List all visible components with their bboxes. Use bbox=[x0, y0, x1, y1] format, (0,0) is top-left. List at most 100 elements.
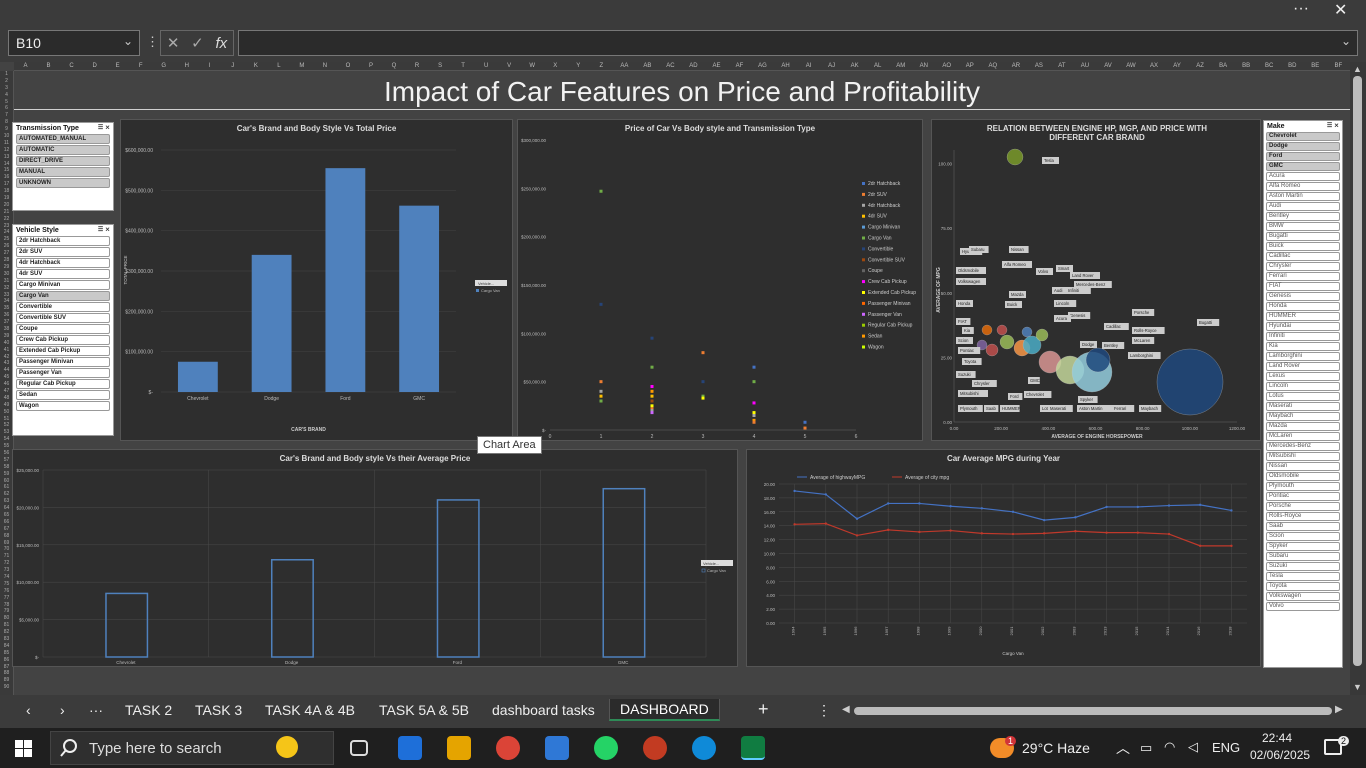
chart-bubble[interactable]: RELATION BETWEEN ENGINE HP, MGP, AND PRI… bbox=[931, 119, 1261, 441]
column-header[interactable]: BE bbox=[1311, 63, 1320, 69]
chrome-profile-icon[interactable] bbox=[643, 736, 667, 760]
row-header[interactable]: 71 bbox=[3, 553, 10, 560]
column-header[interactable]: AZ bbox=[1196, 63, 1204, 69]
slicer-item[interactable]: Subaru bbox=[1266, 552, 1340, 561]
column-header[interactable]: V bbox=[507, 63, 512, 69]
slicer-item[interactable]: Chrysler bbox=[1266, 262, 1340, 271]
row-header[interactable]: 82 bbox=[3, 629, 10, 636]
row-header[interactable]: 81 bbox=[3, 622, 10, 629]
row-header[interactable]: 51 bbox=[3, 415, 10, 422]
column-header[interactable]: G bbox=[161, 63, 167, 69]
row-header[interactable]: 76 bbox=[3, 587, 10, 594]
column-header[interactable]: F bbox=[138, 63, 143, 69]
insert-function-icon[interactable]: fx bbox=[215, 34, 228, 52]
row-header[interactable]: 20 bbox=[3, 201, 10, 208]
slicer-vehicle-style[interactable]: Vehicle Style ☰ ⨯ 2dr Hatchback 2dr SUV 4dr… bbox=[12, 224, 114, 436]
row-header[interactable]: 47 bbox=[3, 387, 10, 394]
slicer-item[interactable]: Dodge bbox=[1266, 142, 1340, 151]
store-icon[interactable] bbox=[398, 736, 422, 760]
slicer-item[interactable]: Coupe bbox=[16, 324, 110, 334]
column-header[interactable]: AG bbox=[758, 63, 767, 69]
row-header[interactable]: 74 bbox=[3, 574, 10, 581]
weather-text[interactable]: 29°C Haze bbox=[1022, 740, 1090, 756]
column-header[interactable]: AF bbox=[735, 63, 744, 69]
slicer-item[interactable]: Spyker bbox=[1266, 542, 1340, 551]
row-header[interactable]: 66 bbox=[3, 518, 10, 525]
slicer-item[interactable]: FIAT bbox=[1266, 282, 1340, 291]
slicer-item[interactable]: Mercedes-Benz bbox=[1266, 442, 1340, 451]
scroll-right-icon[interactable]: ▶ bbox=[1335, 704, 1343, 715]
column-header[interactable]: C bbox=[69, 63, 74, 69]
slicer-item[interactable]: GMC bbox=[1266, 162, 1340, 171]
row-header[interactable]: 72 bbox=[3, 560, 10, 567]
slicer-item[interactable]: Toyota bbox=[1266, 582, 1340, 591]
column-header[interactable]: AV bbox=[1104, 63, 1112, 69]
column-header[interactable]: AM bbox=[896, 63, 906, 69]
slicer-item[interactable]: 2dr SUV bbox=[16, 247, 110, 257]
filter-icon[interactable]: ☰ ⨯ bbox=[1326, 123, 1339, 129]
scroll-down-icon[interactable]: ▼ bbox=[1353, 682, 1362, 692]
slicer-item[interactable]: Saab bbox=[1266, 522, 1340, 531]
row-header[interactable]: 88 bbox=[3, 670, 10, 677]
column-header[interactable]: O bbox=[345, 63, 351, 69]
row-header[interactable]: 46 bbox=[3, 381, 10, 388]
column-header[interactable]: E bbox=[115, 63, 120, 69]
row-header[interactable]: 10 bbox=[3, 133, 10, 140]
row-header[interactable]: 32 bbox=[3, 284, 10, 291]
column-header[interactable]: AT bbox=[1058, 63, 1066, 69]
column-header[interactable]: Z bbox=[599, 63, 604, 69]
row-header[interactable]: 87 bbox=[3, 663, 10, 670]
slicer-item[interactable]: Lexus bbox=[1266, 372, 1340, 381]
row-header[interactable]: 85 bbox=[3, 649, 10, 656]
task-view-icon[interactable] bbox=[350, 740, 368, 756]
column-header[interactable]: AH bbox=[781, 63, 790, 69]
column-header[interactable]: AD bbox=[689, 63, 698, 69]
close-button[interactable]: ✕ bbox=[1334, 2, 1348, 19]
row-header[interactable]: 56 bbox=[3, 449, 10, 456]
tab-dashboard[interactable]: DASHBOARD bbox=[609, 699, 720, 721]
slicer-item[interactable]: Bentley bbox=[1266, 212, 1340, 221]
column-header[interactable]: AP bbox=[965, 63, 974, 69]
column-header[interactable]: Y bbox=[576, 63, 581, 69]
tab-options-icon[interactable]: ⋮ bbox=[817, 702, 831, 718]
slicer-item[interactable]: Buick bbox=[1266, 242, 1340, 251]
row-header[interactable]: 9 bbox=[5, 126, 8, 133]
chevron-down-icon[interactable]: ⌄ bbox=[1340, 34, 1351, 48]
filter-icon[interactable]: ☰ ⨯ bbox=[97, 125, 110, 131]
slicer-item[interactable]: McLaren bbox=[1266, 432, 1340, 441]
row-header[interactable]: 86 bbox=[3, 656, 10, 663]
row-header[interactable]: 84 bbox=[3, 642, 10, 649]
slicer-item[interactable]: Ferrari bbox=[1266, 272, 1340, 281]
tab-task5[interactable]: TASK 5A & 5B bbox=[379, 702, 470, 718]
slicer-item[interactable]: Porsche bbox=[1266, 502, 1340, 511]
enter-icon[interactable]: ✓ bbox=[191, 35, 204, 52]
column-header[interactable]: BB bbox=[1242, 63, 1251, 69]
column-header[interactable]: AW bbox=[1126, 63, 1136, 69]
chevron-down-icon[interactable]: ⌄ bbox=[122, 34, 133, 48]
column-header[interactable]: X bbox=[553, 63, 558, 69]
tab-task4[interactable]: TASK 4A & 4B bbox=[265, 702, 356, 718]
slicer-item[interactable]: AUTOMATIC bbox=[16, 145, 110, 155]
slicer-item[interactable]: Land Rover bbox=[1266, 362, 1340, 371]
cancel-icon[interactable]: ✕ bbox=[166, 35, 180, 52]
column-header[interactable]: B bbox=[46, 63, 51, 69]
column-header[interactable]: M bbox=[299, 63, 305, 69]
copilot-sparkle-icon[interactable] bbox=[276, 736, 298, 758]
row-header[interactable]: 37 bbox=[3, 319, 10, 326]
slicer-item[interactable]: Chevrolet bbox=[1266, 132, 1340, 141]
column-header[interactable]: Q bbox=[391, 63, 397, 69]
slicer-item[interactable]: Rolls-Royce bbox=[1266, 512, 1340, 521]
slicer-item[interactable]: Maybach bbox=[1266, 412, 1340, 421]
slicer-item[interactable]: Pontiac bbox=[1266, 492, 1340, 501]
tab-more-button[interactable]: ··· bbox=[89, 702, 103, 718]
column-header[interactable]: T bbox=[461, 63, 465, 69]
column-header[interactable]: N bbox=[322, 63, 328, 69]
row-header[interactable]: 19 bbox=[3, 195, 10, 202]
slicer-item[interactable]: Ford bbox=[1266, 152, 1340, 161]
battery-icon[interactable]: ▭ bbox=[1140, 740, 1153, 755]
slicer-item[interactable]: Cargo Van bbox=[16, 291, 110, 301]
chart-price-scatter[interactable]: Price of Car Vs Body style and Transmiss… bbox=[517, 119, 923, 441]
slicer-item[interactable]: Hyundai bbox=[1266, 322, 1340, 331]
row-header[interactable]: 28 bbox=[3, 257, 10, 264]
row-header[interactable]: 49 bbox=[3, 401, 10, 408]
